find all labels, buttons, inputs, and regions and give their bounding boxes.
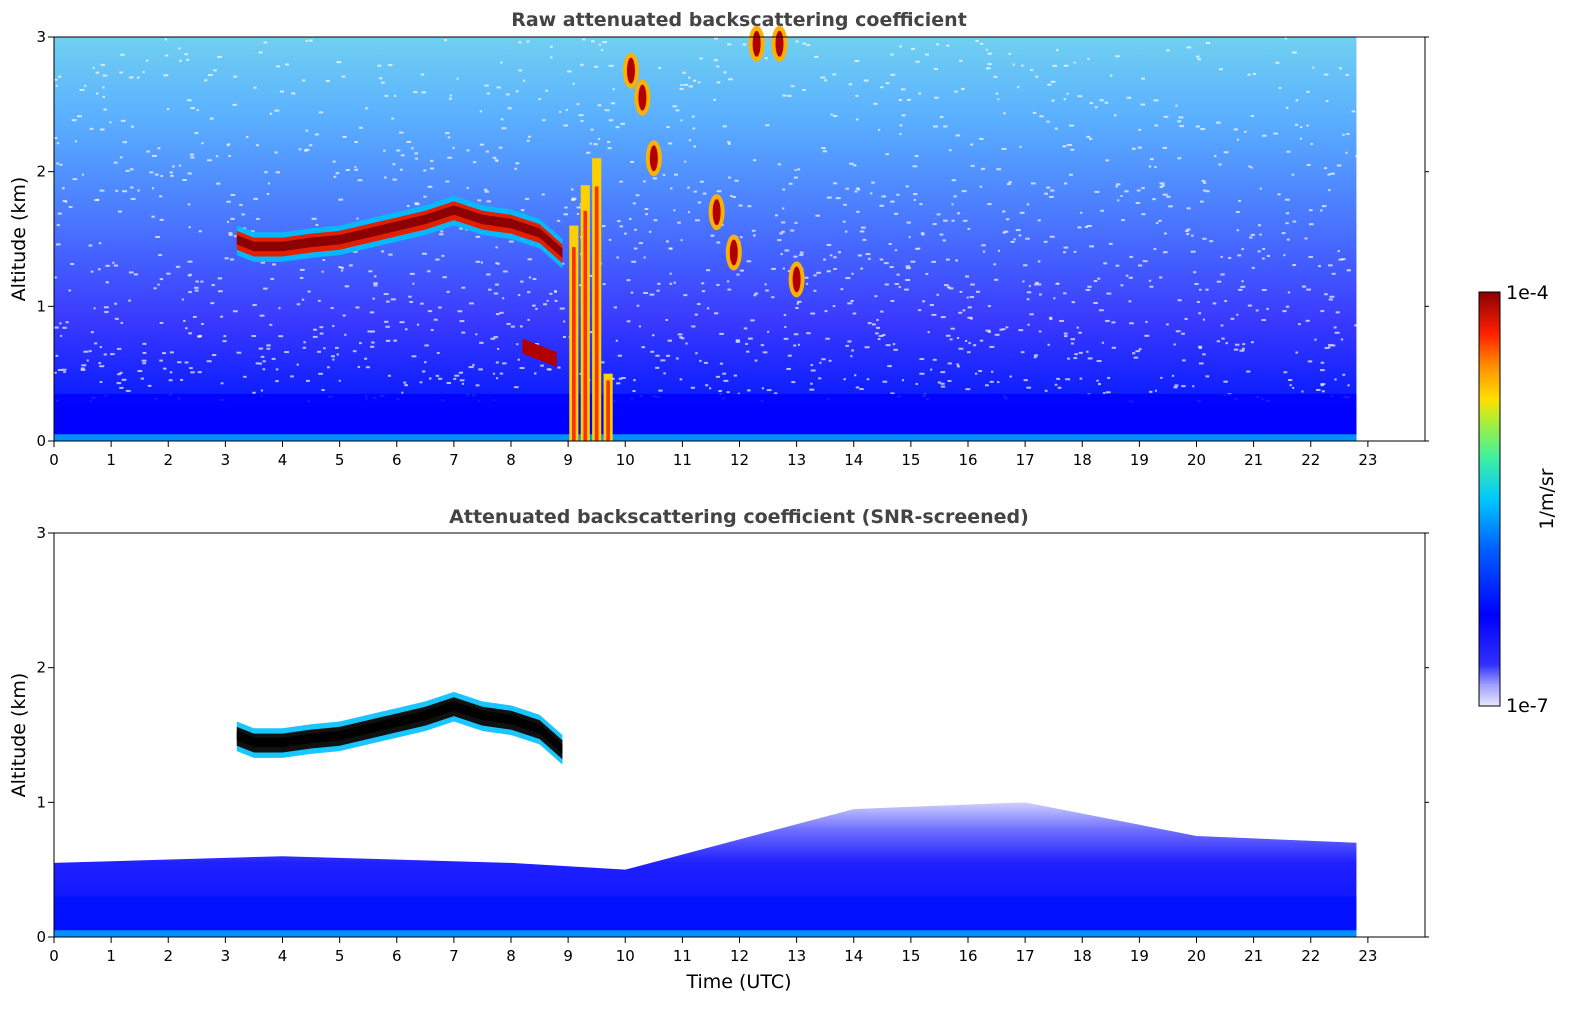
aerosol-layer	[522, 338, 557, 367]
x-tick-label: 22	[1301, 947, 1320, 965]
x-tick-label: 15	[901, 451, 920, 469]
y-tick-label: 0	[36, 928, 46, 946]
precipitation	[569, 158, 613, 441]
x-tick-label: 6	[392, 947, 402, 965]
x-tick-label: 13	[787, 451, 806, 469]
x-tick-label: 3	[221, 947, 231, 965]
panel-screened: Attenuated backscattering coefficient (S…	[8, 506, 1429, 993]
x-tick-label: 22	[1301, 451, 1320, 469]
x-tick-label: 1	[106, 451, 116, 469]
y-axis-label: Altitude (km)	[8, 177, 30, 302]
x-tick-label: 5	[335, 451, 345, 469]
cloud-layer	[236, 691, 563, 765]
cloud-layer	[236, 195, 563, 269]
x-tick-label: 5	[335, 947, 345, 965]
x-tick-label: 10	[616, 947, 635, 965]
y-tick-label: 0	[36, 432, 46, 450]
x-tick-label: 12	[730, 451, 749, 469]
x-axis-label: Time (UTC)	[685, 971, 791, 993]
y-tick-label: 3	[36, 28, 46, 46]
colorbar: 1e-4 1e-7 1/m/sr	[1478, 282, 1558, 717]
x-tick-label: 8	[506, 947, 516, 965]
x-tick-label: 0	[49, 451, 59, 469]
x-tick-label: 2	[163, 451, 173, 469]
x-tick-label: 19	[1130, 451, 1149, 469]
colorbar-max-label: 1e-4	[1506, 282, 1549, 304]
chart-title: Attenuated backscattering coefficient (S…	[449, 506, 1029, 528]
surface-strip	[54, 434, 1357, 441]
x-tick-label: 7	[449, 451, 459, 469]
x-tick-label: 3	[221, 451, 231, 469]
colorbar-unit-label: 1/m/sr	[1536, 468, 1558, 529]
x-tick-label: 2	[163, 947, 173, 965]
x-tick-label: 20	[1187, 947, 1206, 965]
colorbar-gradient	[1478, 291, 1501, 707]
chart-title: Raw attenuated backscattering coefficien…	[511, 9, 967, 31]
x-tick-label: 14	[844, 451, 863, 469]
x-tick-label: 14	[844, 947, 863, 965]
y-axis-ticks: 0 1 2 3	[36, 28, 1429, 450]
x-tick-label: 16	[958, 451, 977, 469]
x-axis-ticks: 0 1 2 3 4 5 6 7 8 9 10 11 12 13 14 15 16 17 18 19 20 21 22 23	[49, 441, 1377, 469]
noise-speckle	[54, 37, 1359, 403]
x-tick-label: 7	[449, 947, 459, 965]
x-tick-label: 9	[563, 947, 573, 965]
y-tick-label: 2	[36, 163, 46, 181]
x-tick-label: 11	[673, 947, 692, 965]
x-tick-label: 17	[1016, 451, 1035, 469]
y-tick-label: 3	[36, 524, 46, 542]
x-tick-label: 4	[278, 947, 288, 965]
x-tick-label: 0	[49, 947, 59, 965]
x-tick-label: 23	[1358, 451, 1377, 469]
x-tick-label: 21	[1244, 947, 1263, 965]
surface-strip	[54, 930, 1357, 937]
x-tick-label: 9	[563, 451, 573, 469]
x-tick-label: 20	[1187, 451, 1206, 469]
y-tick-label: 1	[36, 793, 46, 811]
x-tick-label: 11	[673, 451, 692, 469]
x-tick-label: 23	[1358, 947, 1377, 965]
x-tick-label: 8	[506, 451, 516, 469]
x-tick-label: 1	[106, 947, 116, 965]
x-tick-label: 6	[392, 451, 402, 469]
x-tick-label: 13	[787, 947, 806, 965]
surface-layer	[54, 393, 1357, 441]
x-tick-label: 21	[1244, 451, 1263, 469]
x-tick-label: 19	[1130, 947, 1149, 965]
x-tick-label: 15	[901, 947, 920, 965]
plot-area	[54, 691, 1357, 937]
plot-area	[54, 25, 1359, 441]
colorbar-min-label: 1e-7	[1506, 695, 1549, 717]
x-tick-label: 17	[1016, 947, 1035, 965]
x-tick-label: 12	[730, 947, 749, 965]
x-tick-label: 18	[1073, 947, 1092, 965]
x-axis-ticks: 0 1 2 3 4 5 6 7 8 9 10 11 12 13 14 15 16 17 18 19 20 21 22 23	[49, 937, 1377, 965]
y-tick-label: 2	[36, 659, 46, 677]
y-axis-label: Altitude (km)	[8, 673, 30, 798]
panel-raw: Raw attenuated backscattering coefficien…	[8, 9, 1429, 469]
y-axis-ticks: 0 1 2 3	[36, 524, 1429, 946]
x-tick-label: 10	[616, 451, 635, 469]
y-tick-label: 1	[36, 297, 46, 315]
x-tick-label: 18	[1073, 451, 1092, 469]
x-tick-label: 4	[278, 451, 288, 469]
x-tick-label: 16	[958, 947, 977, 965]
